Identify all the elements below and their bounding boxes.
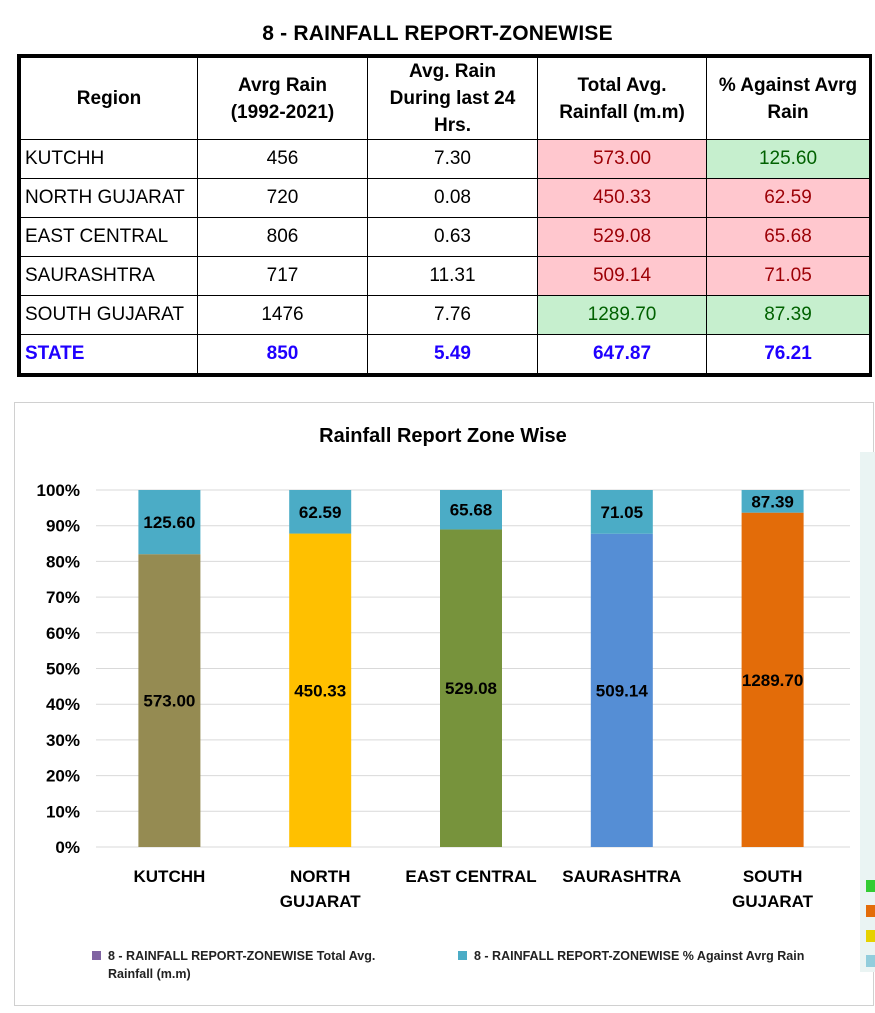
y-tick-label: 80%: [46, 552, 80, 571]
cell-pct: 65.68: [706, 217, 870, 257]
data-label-total: 509.14: [596, 681, 649, 700]
cell-total: 1289.70: [537, 295, 707, 335]
x-category-label: EAST CENTRAL: [405, 867, 536, 886]
bar-pct-against: [590, 490, 653, 534]
cell-avg: 850: [197, 334, 368, 374]
cell-region: STATE: [20, 334, 198, 374]
x-category-label: SAURASHTRA: [562, 867, 681, 886]
header-avg-rain: Avrg Rain (1992-2021): [197, 57, 368, 140]
chart-title: Rainfall Report Zone Wise: [319, 425, 567, 447]
cell-total: 647.87: [537, 334, 707, 374]
data-label-total: 1289.70: [742, 671, 803, 690]
cell-last24: 0.08: [367, 178, 538, 218]
cell-pct: 76.21: [706, 334, 870, 374]
legend-swatch: [458, 951, 467, 960]
legend-label: 8 - RAINFALL REPORT-ZONEWISE % Against A…: [474, 949, 804, 963]
cell-last24: 7.76: [367, 295, 538, 335]
data-label-pct: 65.68: [450, 501, 493, 520]
bar-total-rainfall: [440, 529, 502, 847]
cell-total: 509.14: [537, 256, 707, 296]
cell-last24: 0.63: [367, 217, 538, 257]
data-label-total: 529.08: [445, 679, 497, 698]
cell-last24: 7.30: [367, 139, 538, 179]
bar-total-rainfall: [138, 554, 201, 847]
data-label-pct: 87.39: [751, 492, 794, 511]
side-marker: [866, 955, 875, 967]
bar-pct-against: [741, 490, 804, 513]
cell-total: 573.00: [537, 139, 707, 179]
side-marker: [866, 880, 875, 892]
header-total-rainfall: Total Avg. Rainfall (m.m): [537, 57, 707, 140]
side-marker: [866, 930, 875, 942]
bar-pct-against: [440, 490, 502, 530]
legend-label: Rainfall (m.m): [108, 967, 191, 981]
x-category-label: KUTCHH: [134, 867, 206, 886]
report-title: 8 - RAINFALL REPORT-ZONEWISE: [262, 22, 613, 45]
y-tick-label: 10%: [46, 802, 80, 821]
cell-region: SAURASHTRA: [20, 256, 198, 296]
cell-region: EAST CENTRAL: [20, 217, 198, 257]
y-tick-label: 20%: [46, 767, 80, 786]
table-header-row: Region Avrg Rain (1992-2021) Avg. Rain Dur…: [20, 57, 870, 140]
cell-region: KUTCHH: [20, 139, 198, 179]
table-row-state: STATE 850 5.49 647.87 76.21: [20, 334, 870, 374]
y-tick-label: 60%: [46, 624, 80, 643]
table-row: KUTCHH 456 7.30 573.00 125.60: [20, 139, 870, 179]
x-category-label: SOUTH: [743, 867, 803, 886]
y-tick-label: 30%: [46, 731, 80, 750]
data-label-pct: 71.05: [601, 503, 644, 522]
data-label-pct: 62.59: [299, 503, 342, 522]
cell-avg: 806: [197, 217, 368, 257]
table-row: EAST CENTRAL 806 0.63 529.08 65.68: [20, 217, 870, 257]
table-row: NORTH GUJARAT 720 0.08 450.33 62.59: [20, 178, 870, 218]
y-tick-label: 90%: [46, 517, 80, 536]
y-tick-label: 40%: [46, 695, 80, 714]
side-strip: [860, 452, 875, 972]
legend-label: 8 - RAINFALL REPORT-ZONEWISE Total Avg.: [108, 949, 375, 963]
cell-total: 529.08: [537, 217, 707, 257]
data-label-pct: 125.60: [143, 513, 195, 532]
x-category-label: GUJARAT: [280, 892, 362, 911]
bar-total-rainfall: [741, 512, 804, 847]
side-marker: [866, 905, 875, 917]
data-label-total: 450.33: [294, 681, 346, 700]
data-label-total: 573.00: [143, 692, 195, 711]
header-pct-against: % Against Avrg Rain: [706, 57, 870, 140]
cell-avg: 717: [197, 256, 368, 296]
y-tick-label: 50%: [46, 660, 80, 679]
bar-pct-against: [138, 490, 201, 555]
header-region: Region: [20, 57, 198, 140]
x-category-label: NORTH: [290, 867, 350, 886]
bar-total-rainfall: [590, 533, 653, 847]
cell-pct: 62.59: [706, 178, 870, 218]
bar-pct-against: [289, 490, 352, 534]
y-tick-label: 70%: [46, 588, 80, 607]
table-row: SOUTH GUJARAT 1476 7.76 1289.70 87.39: [20, 295, 870, 335]
x-category-label: GUJARAT: [732, 892, 814, 911]
table-row: SAURASHTRA 717 11.31 509.14 71.05: [20, 256, 870, 296]
bar-total-rainfall: [289, 533, 352, 847]
cell-total: 450.33: [537, 178, 707, 218]
cell-pct: 87.39: [706, 295, 870, 335]
cell-pct: 125.60: [706, 139, 870, 179]
cell-pct: 71.05: [706, 256, 870, 296]
y-tick-label: 0%: [55, 838, 80, 857]
y-tick-label: 100%: [37, 481, 80, 500]
rainfall-table: Region Avrg Rain (1992-2021) Avg. Rain Dur…: [17, 54, 872, 377]
legend-swatch: [92, 951, 101, 960]
cell-region: NORTH GUJARAT: [20, 178, 198, 218]
cell-last24: 5.49: [367, 334, 538, 374]
